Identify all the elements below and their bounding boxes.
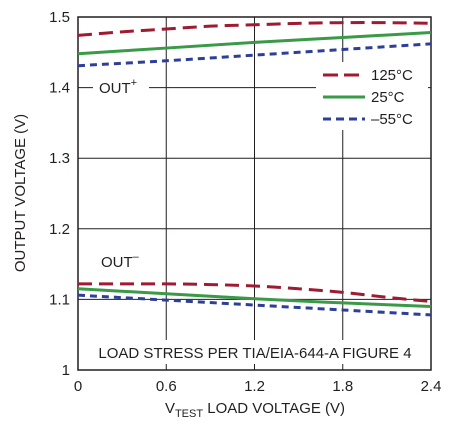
axes: 0 0.6 1.2 1.8 2.4 1 1.1 1.2 1.3 1.4 1.5 <box>49 9 441 395</box>
series-line-125c-out-plus <box>77 21 432 37</box>
series-lines <box>77 21 432 317</box>
series-line--55c-out-plus <box>77 42 432 68</box>
series-line-25c-out-plus <box>77 31 432 56</box>
annotations: OUT+ OUT– LOAD STRESS PER TIA/EIA-644-A … <box>86 76 424 364</box>
legend: 125°C 25°C –55°C <box>316 62 428 130</box>
y-tick-label: 1.4 <box>49 80 70 97</box>
y-tick-label: 1.3 <box>49 150 70 167</box>
legend-label: 125°C <box>371 67 413 84</box>
out-minus-label-bg <box>96 250 146 272</box>
out-plus-label: OUT+ <box>99 77 137 97</box>
y-tick-label: 1.2 <box>49 221 70 238</box>
y-tick-label: 1.1 <box>49 291 70 308</box>
plot-frame <box>77 16 432 371</box>
series-line-125c-out-minus <box>78 282 432 304</box>
legend-label: 25°C <box>371 89 405 106</box>
out-plus-label-bg <box>93 76 149 98</box>
load-stress-note-bg <box>86 340 424 364</box>
x-tick-label: 2.4 <box>421 378 442 395</box>
legend-label: –55°C <box>371 111 413 128</box>
out-minus-label: OUT– <box>101 251 140 271</box>
y-tick-label: 1.5 <box>49 9 70 26</box>
x-axis-title: VTEST LOAD VOLTAGE (V) <box>165 400 345 420</box>
load-stress-note: LOAD STRESS PER TIA/EIA-644-A FIGURE 4 <box>98 345 411 362</box>
series-line-25c-out-minus <box>77 287 432 308</box>
y-axis-title: OUTPUT VOLTAGE (V) <box>12 114 29 272</box>
x-tick-label: 0.6 <box>156 378 177 395</box>
x-tick-label: 1.8 <box>332 378 353 395</box>
series-line--55c-out-minus <box>77 293 432 317</box>
x-tick-label: 0 <box>74 378 82 395</box>
x-tick-label: 1.2 <box>244 378 265 395</box>
y-tick-label: 1 <box>62 362 70 379</box>
